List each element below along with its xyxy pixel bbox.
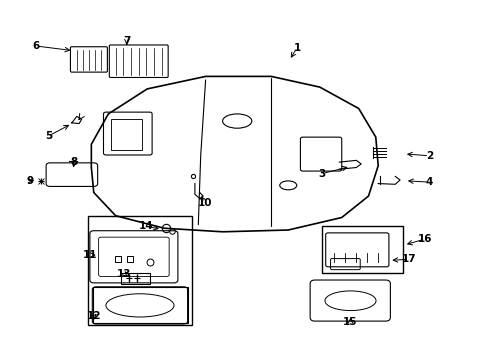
Bar: [93, 287, 187, 323]
Text: 3: 3: [318, 168, 325, 179]
Text: 16: 16: [417, 234, 432, 244]
Text: 12: 12: [86, 311, 101, 321]
Text: 17: 17: [401, 254, 415, 264]
Text: 9: 9: [26, 176, 33, 186]
Text: 6: 6: [33, 41, 40, 51]
Text: 11: 11: [83, 250, 98, 260]
Text: 2: 2: [425, 151, 432, 161]
Bar: [322, 226, 402, 273]
Text: 8: 8: [71, 157, 78, 167]
Text: 5: 5: [45, 131, 53, 141]
Bar: [120, 273, 149, 284]
Text: 7: 7: [123, 36, 130, 46]
Bar: [111, 119, 142, 150]
Bar: [88, 216, 192, 325]
Text: 1: 1: [293, 43, 300, 53]
Text: 14: 14: [139, 221, 153, 231]
Text: 4: 4: [425, 177, 432, 187]
Text: 10: 10: [197, 198, 211, 207]
Text: 15: 15: [343, 317, 357, 327]
Text: 13: 13: [117, 269, 131, 279]
